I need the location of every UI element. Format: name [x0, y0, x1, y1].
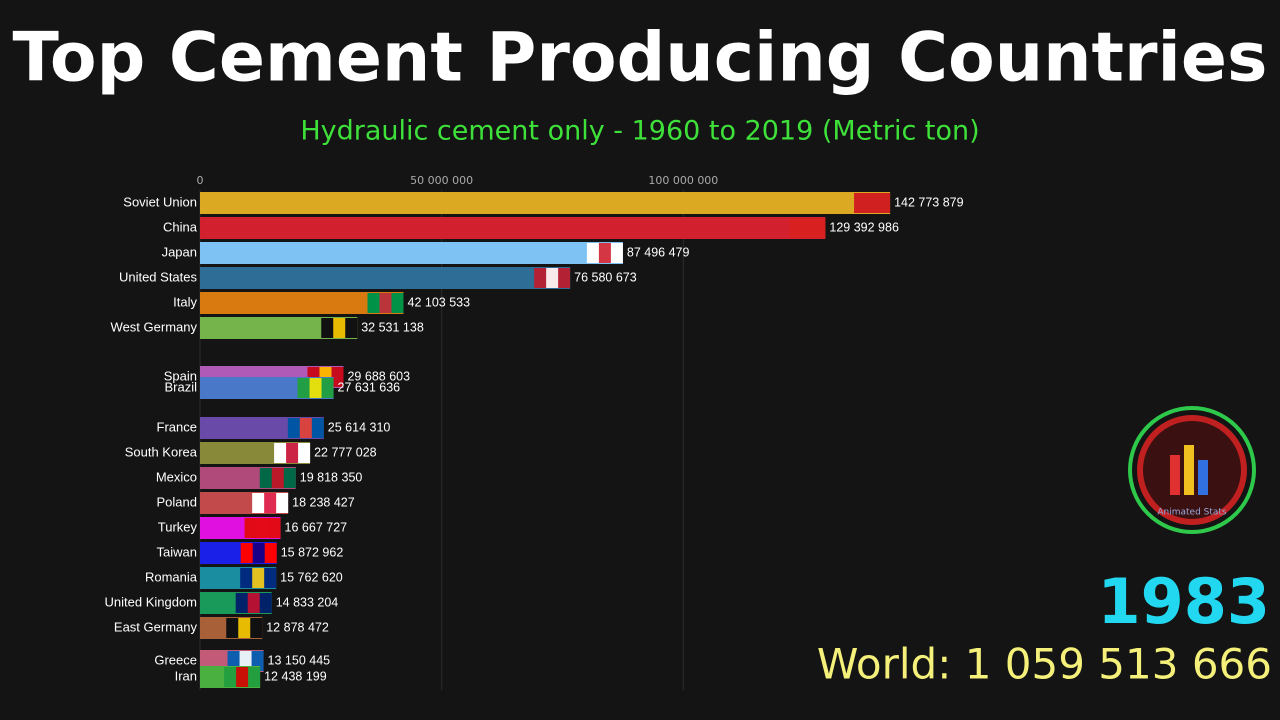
logo-bar: [1184, 445, 1194, 495]
value-label: 14 833 204: [276, 595, 339, 609]
y-tick-label: United Kingdom: [105, 594, 198, 609]
flag-stripe: [866, 193, 879, 213]
x-tick-label: 0: [197, 174, 204, 187]
y-tick-label: Greece: [154, 652, 197, 667]
y-tick-label: Turkey: [158, 519, 198, 534]
value-label: 12 878 472: [266, 620, 329, 634]
y-tick-label: United States: [119, 269, 198, 284]
value-label: 87 496 479: [627, 245, 690, 259]
value-label: 142 773 879: [894, 195, 964, 209]
logo-ring: [1128, 406, 1256, 534]
bar: [200, 242, 623, 264]
y-tick-label: Japan: [162, 244, 197, 259]
logo-bar: [1198, 460, 1208, 495]
flag-stripe: [379, 293, 392, 313]
y-tick-label: Spain: [164, 368, 197, 383]
total-label: World: 1 059 513 666: [817, 640, 1272, 689]
bar: [200, 267, 571, 289]
value-label: 76 580 673: [574, 270, 637, 284]
chart-title: Top Cement Producing Countries: [13, 19, 1268, 98]
flag-stripe: [252, 543, 265, 563]
y-tick-label: East Germany: [114, 619, 198, 634]
y-tick-label: Romania: [145, 569, 198, 584]
value-label: 42 103 533: [408, 295, 471, 309]
value-label: 18 238 427: [292, 495, 355, 509]
value-label: 13 150 445: [268, 653, 331, 667]
bar: [200, 317, 358, 339]
value-label: 16 667 727: [285, 520, 348, 534]
flag-stripe: [271, 468, 284, 488]
y-tick-label: Poland: [157, 494, 197, 509]
y-tick-label: Italy: [173, 294, 197, 309]
y-tick-label: West Germany: [111, 319, 198, 334]
flag-stripe: [309, 378, 322, 398]
flag-stripe: [333, 318, 346, 338]
y-tick-label: Soviet Union: [123, 194, 197, 209]
y-tick-label: France: [157, 419, 197, 434]
logo: Animated Stats: [1128, 406, 1256, 534]
y-tick-label: Mexico: [156, 469, 197, 484]
year-label: 1983: [1097, 565, 1270, 638]
bar: [200, 292, 404, 314]
flag-stripe: [252, 568, 265, 588]
logo-text: Animated Stats: [1157, 508, 1227, 518]
value-label: 29 688 603: [347, 369, 410, 383]
x-tick-label: 50 000 000: [410, 174, 473, 187]
flag-stripe: [801, 218, 814, 238]
bar: [200, 192, 891, 214]
value-label: 27 631 636: [338, 380, 401, 394]
value-label: 15 762 620: [280, 570, 343, 584]
value-label: 25 614 310: [328, 420, 391, 434]
flag-stripe: [247, 593, 260, 613]
flag-stripe: [299, 418, 312, 438]
flag-stripe: [264, 493, 277, 513]
value-label: 22 777 028: [314, 445, 377, 459]
flag-stripe: [286, 443, 299, 463]
logo-bar: [1170, 455, 1180, 495]
y-tick-label: Brazil: [164, 379, 197, 394]
value-label: 129 392 986: [829, 220, 899, 234]
y-tick-label: Iran: [175, 668, 197, 683]
value-label: 15 872 962: [281, 545, 344, 559]
flag-stripe: [598, 243, 611, 263]
value-label: 12 438 199: [264, 669, 327, 683]
y-tick-label: Taiwan: [157, 544, 197, 559]
chart-subtitle: Hydraulic cement only - 1960 to 2019 (Me…: [300, 116, 979, 147]
x-tick-label: 100 000 000: [648, 174, 718, 187]
flag-stripe: [256, 518, 269, 538]
y-tick-label: China: [163, 219, 198, 234]
bar: [200, 217, 826, 239]
flag-stripe: [546, 268, 559, 288]
y-tick-label: South Korea: [125, 444, 198, 459]
flag-stripe: [238, 618, 251, 638]
value-label: 19 818 350: [300, 470, 363, 484]
value-label: 32 531 138: [361, 320, 424, 334]
flag-stripe: [236, 667, 249, 687]
